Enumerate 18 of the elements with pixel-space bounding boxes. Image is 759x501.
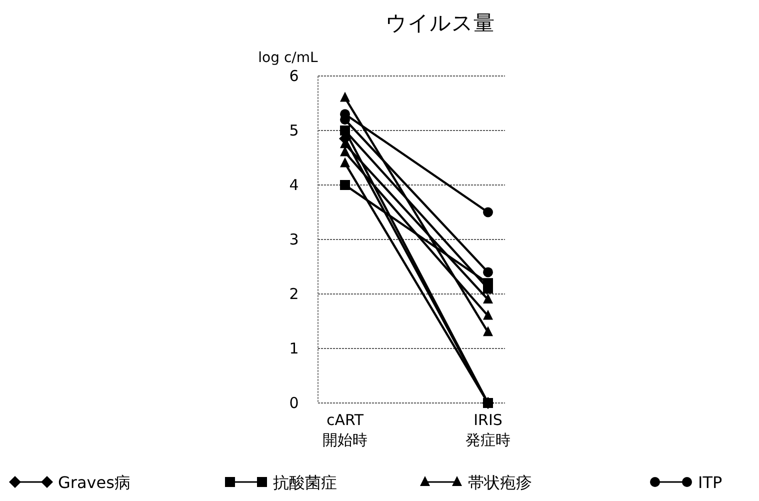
legend-item: 抗酸菌症 xyxy=(225,473,337,492)
y-tick-label: 5 xyxy=(289,122,299,140)
y-tick-label: 6 xyxy=(289,67,299,85)
y-tick-label: 1 xyxy=(289,340,299,358)
legend-label: 抗酸菌症 xyxy=(273,473,337,492)
legend-label: Graves病 xyxy=(58,473,130,492)
chart-title: ウイルス量 xyxy=(386,11,494,35)
y-tick-label: 2 xyxy=(289,285,299,303)
y-tick-label: 4 xyxy=(289,176,299,194)
y-tick-label: 3 xyxy=(289,230,299,248)
y-tick-label: 0 xyxy=(289,394,299,412)
legend-label: ITP xyxy=(698,473,722,492)
x-tick-label: IRIS 発症時 xyxy=(466,411,510,449)
y-axis-title: log c/mL xyxy=(258,50,318,66)
legend-label: 帯状疱疹 xyxy=(468,473,532,492)
legend-item: 帯状疱疹 xyxy=(420,473,532,492)
x-tick-label: cART 開始時 xyxy=(322,411,368,449)
legend-item: ITP xyxy=(650,473,722,492)
